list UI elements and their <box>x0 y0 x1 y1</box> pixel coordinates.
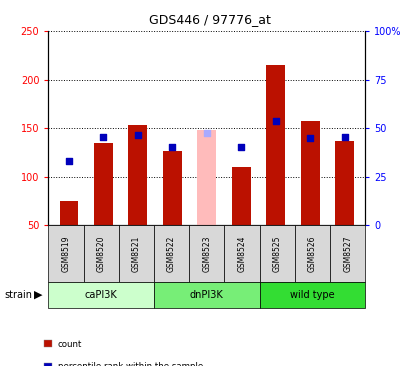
Bar <box>266 65 285 225</box>
Bar <box>94 143 113 225</box>
Text: caPI3K: caPI3K <box>85 290 118 300</box>
Point <box>204 130 210 136</box>
Point <box>100 134 107 140</box>
Point <box>169 145 176 150</box>
Point <box>238 143 245 149</box>
Point <box>341 134 348 140</box>
Text: GSM8523: GSM8523 <box>202 235 211 272</box>
Text: GSM8521: GSM8521 <box>132 235 141 272</box>
Point <box>307 135 314 141</box>
Text: GSM8522: GSM8522 <box>167 235 176 272</box>
Bar <box>60 201 79 225</box>
Text: dnPI3K: dnPI3K <box>190 290 224 300</box>
Text: ▶: ▶ <box>34 290 42 300</box>
Text: count: count <box>58 340 82 348</box>
Bar <box>129 125 147 225</box>
Text: wild type: wild type <box>290 290 335 300</box>
Text: percentile rank within the sample: percentile rank within the sample <box>58 362 203 366</box>
Bar <box>301 121 320 225</box>
Bar <box>197 130 216 225</box>
Text: GSM8527: GSM8527 <box>343 235 352 272</box>
Bar <box>335 141 354 225</box>
Text: GDS446 / 97776_at: GDS446 / 97776_at <box>149 13 271 26</box>
Bar <box>163 152 182 225</box>
Bar <box>232 167 251 225</box>
Text: GSM8519: GSM8519 <box>61 235 71 272</box>
Text: GSM8526: GSM8526 <box>308 235 317 272</box>
Text: GSM8525: GSM8525 <box>273 235 282 272</box>
Point <box>273 118 279 124</box>
Point <box>66 158 72 164</box>
Text: GSM8520: GSM8520 <box>97 235 106 272</box>
Point <box>134 132 141 138</box>
Text: GSM8524: GSM8524 <box>238 235 247 272</box>
Text: strain: strain <box>4 290 32 300</box>
